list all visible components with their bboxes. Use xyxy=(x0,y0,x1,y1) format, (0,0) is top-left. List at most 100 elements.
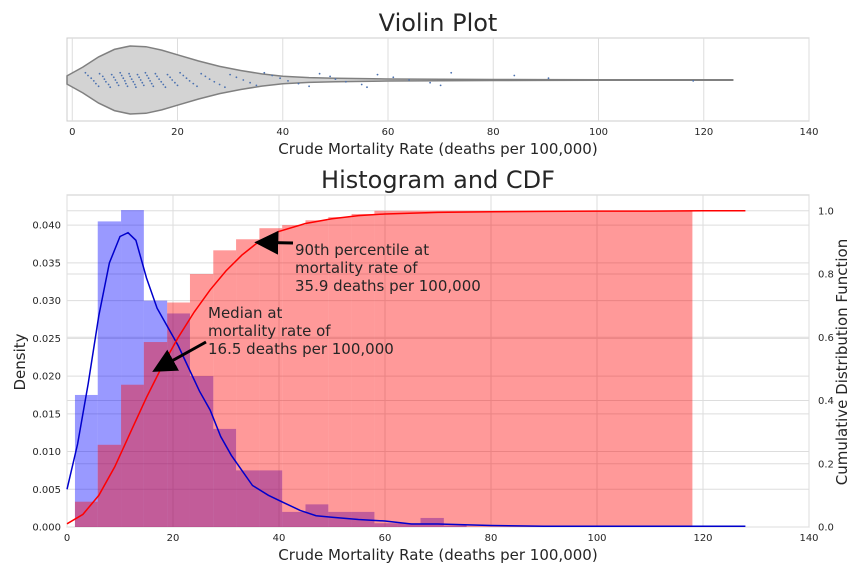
annotation-arrow xyxy=(152,340,207,372)
violin-point xyxy=(107,83,110,86)
histogram-title: Histogram and CDF xyxy=(321,166,555,194)
histogram-y-tick-label: 0.000 xyxy=(32,523,61,534)
cdf-y2-tick-label: 0.0 xyxy=(818,523,834,534)
annotation-arrow xyxy=(254,230,294,255)
violin-point xyxy=(204,75,207,78)
violin-point xyxy=(376,73,379,76)
cdf-y2-tick-label: 0.4 xyxy=(818,396,834,407)
cdf-fill-bar xyxy=(236,239,260,527)
violin-point xyxy=(360,83,363,86)
histogram-x-tick-label: 140 xyxy=(799,533,818,544)
violin-point xyxy=(160,80,163,83)
cdf-fill-bar xyxy=(328,217,352,527)
violin-point xyxy=(235,76,238,79)
violin-point xyxy=(224,86,226,89)
annotation-text-line: 16.5 deaths per 100,000 xyxy=(208,340,394,358)
histogram-bar xyxy=(121,210,144,527)
cdf-fill-bar xyxy=(259,228,283,527)
violin-point xyxy=(547,77,550,80)
histogram-y-tick-label: 0.005 xyxy=(32,485,61,496)
violin-point xyxy=(334,78,337,80)
violin-point xyxy=(135,86,137,89)
violin-point xyxy=(174,81,176,84)
cdf-y2-tick-label: 0.2 xyxy=(818,459,834,470)
cdf-y2-ticks: 0.0 0.2 0.4 0.6 0.8 1.0 xyxy=(818,206,834,533)
violin-point xyxy=(392,76,395,79)
violin-point xyxy=(439,84,442,87)
violin-point xyxy=(242,79,245,81)
violin-point xyxy=(142,84,145,87)
violin-point xyxy=(279,77,281,80)
violin-x-tick-label: 40 xyxy=(276,127,289,138)
histogram-x-ticks: 0 20 40 60 80 100 120 140 xyxy=(64,533,819,544)
histogram-x-tick-label: 100 xyxy=(587,533,606,544)
histogram-x-tick-label: 120 xyxy=(693,533,712,544)
histogram-y-tick-label: 0.025 xyxy=(32,334,61,345)
violin-point xyxy=(287,80,289,82)
violin-point xyxy=(125,82,127,85)
histogram-y-tick-label: 0.020 xyxy=(32,372,61,383)
histogram-y-tick-label: 0.030 xyxy=(32,296,61,307)
histogram-y-tick-label: 0.035 xyxy=(32,258,61,269)
histogram-bar xyxy=(443,525,467,527)
violin-point xyxy=(156,75,158,78)
histogram-x-axis-label: Crude Mortality Rate (deaths per 100,000… xyxy=(278,546,597,564)
annotation-text-line: mortality rate of xyxy=(208,322,331,340)
violin-point xyxy=(171,79,174,81)
violin-point xyxy=(117,84,120,87)
violin-point xyxy=(249,81,252,84)
violin-point xyxy=(229,73,232,76)
histogram-bar xyxy=(282,511,306,527)
histogram-bar xyxy=(259,470,283,527)
violin-point xyxy=(124,80,126,82)
violin-point xyxy=(114,79,117,81)
violin-point xyxy=(144,71,147,74)
violin-point xyxy=(513,74,516,77)
violin-point xyxy=(158,78,161,80)
violin-point xyxy=(185,77,188,80)
violin-point xyxy=(141,81,144,84)
violin-point xyxy=(101,75,104,78)
violin-point xyxy=(271,74,274,77)
cdf-fill-bar xyxy=(282,225,306,528)
violin-point xyxy=(87,74,89,77)
violin-point xyxy=(329,75,331,78)
violin-point xyxy=(98,72,101,75)
violin-x-tick-label: 80 xyxy=(487,127,500,138)
annotation-text-line: 90th percentile at xyxy=(295,241,429,259)
violin-point xyxy=(84,71,87,74)
violin-point xyxy=(105,80,107,83)
violin-point xyxy=(297,82,300,85)
violin-x-axis-label: Crude Mortality Rate (deaths per 100,000… xyxy=(278,140,597,158)
violin-point xyxy=(112,76,115,79)
violin-point xyxy=(109,86,112,89)
violin-point xyxy=(429,81,431,84)
violin-point xyxy=(366,86,368,89)
violin-point xyxy=(200,72,203,75)
violin-point xyxy=(149,80,152,82)
histogram-x-tick-label: 40 xyxy=(273,533,286,544)
violin-point xyxy=(176,84,179,87)
cdf-fill-bar xyxy=(97,444,122,527)
cdf-fill-bar xyxy=(213,250,237,528)
histogram-bar xyxy=(189,376,214,527)
violin-point xyxy=(192,82,195,85)
histogram-x-tick-label: 20 xyxy=(167,533,180,544)
violin-x-tick-label: 0 xyxy=(69,127,75,138)
cdf-fill-bars xyxy=(74,210,693,528)
violin-point xyxy=(103,78,106,80)
violin-point xyxy=(130,78,133,80)
cdf-fill-bar xyxy=(374,210,693,528)
violin-point xyxy=(162,83,165,86)
violin-point xyxy=(169,76,172,79)
histogram-y-tick-label: 0.015 xyxy=(32,409,61,420)
histogram-bar xyxy=(97,221,122,527)
histogram-bar xyxy=(236,470,260,527)
violin-point xyxy=(218,83,221,86)
histogram-bar xyxy=(374,523,398,527)
violin-point xyxy=(119,71,122,74)
cdf-fill-bar xyxy=(143,342,168,527)
violin-x-tick-label: 140 xyxy=(799,127,818,138)
